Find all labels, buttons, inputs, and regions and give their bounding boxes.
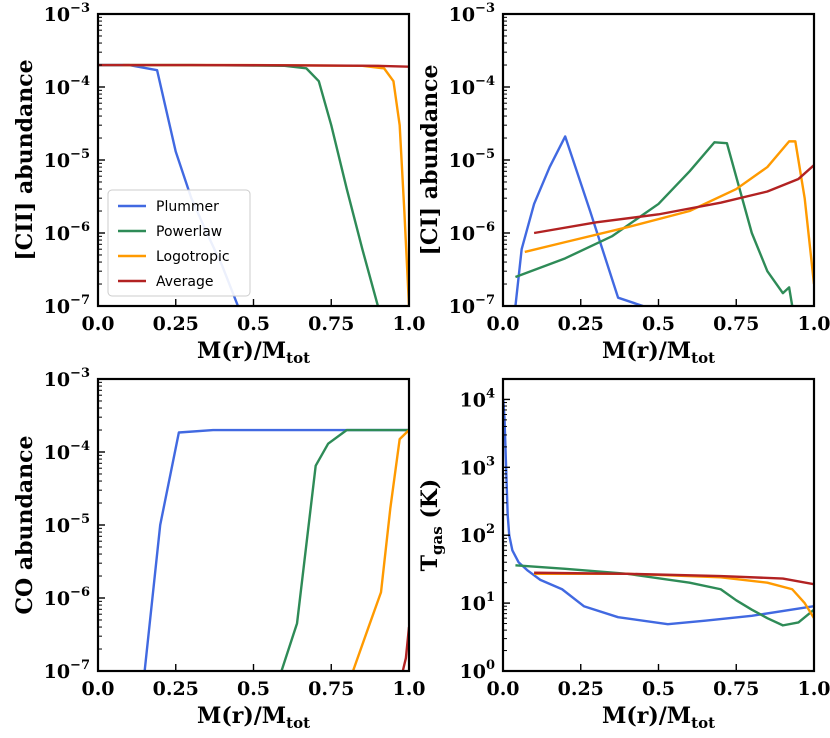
series-powerlaw-tgas xyxy=(515,564,814,627)
y-tick-label: 10−7 xyxy=(449,293,495,318)
series-average-tgas xyxy=(534,571,814,586)
x-axis-label: M(r)/Mtot xyxy=(602,338,715,367)
series-logotropic-ci xyxy=(524,140,814,285)
y-tick-label: 10−6 xyxy=(44,220,90,245)
x-tick-label: 0.75 xyxy=(308,678,354,700)
x-axis-label: M(r)/Mtot xyxy=(197,338,310,367)
y-tick-label: 10−6 xyxy=(44,585,90,610)
y-tick-label: 10−3 xyxy=(44,1,90,26)
y-axis-label: CO abundance xyxy=(12,436,38,615)
x-tick-label: 0.75 xyxy=(713,313,759,335)
y-tick-label: 10−4 xyxy=(44,439,90,464)
x-tick-label: 0.5 xyxy=(642,313,675,335)
legend-label: Logotropic xyxy=(156,249,230,265)
series-average-ci xyxy=(533,164,814,235)
y-tick-label: 101 xyxy=(460,590,496,615)
x-axis-label: M(r)/Mtot xyxy=(602,703,715,732)
series-plummer-tgas xyxy=(503,399,814,626)
y-tick-label: 10−7 xyxy=(44,658,90,683)
x-tick-label: 0.5 xyxy=(237,678,270,700)
x-tick-label: 0.0 xyxy=(81,678,114,700)
y-tick-label: 10−4 xyxy=(449,74,495,99)
x-axis-label: M(r)/Mtot xyxy=(197,703,310,732)
series-plummer-co xyxy=(143,428,409,671)
axes-frame xyxy=(96,377,411,673)
panel-cii: 10−3 10−4 10−5 10−6 10−70.0 0.25 0.5 0.75 1.0 M(r… xyxy=(12,1,426,367)
x-tick-label: 0.75 xyxy=(308,313,354,335)
y-tick-label: 10−5 xyxy=(44,147,90,172)
x-tick-label: 1.0 xyxy=(392,678,425,700)
x-tick-label: 1.0 xyxy=(797,313,830,335)
x-tick-label: 0.25 xyxy=(153,313,199,335)
x-tick-label: 0.25 xyxy=(153,678,199,700)
panel-co: 10−3 10−4 10−5 10−6 10−70.0 0.25 0.5 0.75 1.0 M(r… xyxy=(12,366,426,732)
series-logotropic-co xyxy=(351,429,409,671)
legend: Plummer Powerlaw Logotropic Average xyxy=(107,189,251,297)
y-tick-label: 10−7 xyxy=(44,293,90,318)
series-powerlaw-co xyxy=(280,428,409,671)
y-tick-label: 104 xyxy=(460,386,496,411)
legend-label: Average xyxy=(156,274,214,290)
x-tick-label: 0.0 xyxy=(486,313,519,335)
axes-frame xyxy=(501,12,816,308)
panel-ci: 10−3 10−4 10−5 10−6 10−70.0 0.25 0.5 0.75 1.0 M(r… xyxy=(417,1,830,367)
x-tick-label: 0.25 xyxy=(558,313,604,335)
y-tick-label: 102 xyxy=(460,522,496,547)
x-tick-label: 0.0 xyxy=(81,313,114,335)
series-powerlaw-ci xyxy=(515,141,794,306)
axes-frame xyxy=(96,12,411,308)
y-tick-label: 103 xyxy=(460,454,496,479)
x-tick-label: 1.0 xyxy=(392,313,425,335)
series-average-cii xyxy=(98,63,409,68)
x-tick-label: 0.75 xyxy=(713,678,759,700)
y-tick-label: 10−5 xyxy=(44,512,90,537)
y-axis-label: [CI] abundance xyxy=(417,65,443,256)
y-tick-label: 10−3 xyxy=(44,366,90,391)
series-plummer-ci xyxy=(514,135,644,306)
y-tick-label: 10−4 xyxy=(44,74,90,99)
y-axis-label: Tgas (K) xyxy=(417,479,446,572)
y-tick-label: 100 xyxy=(460,658,496,683)
y-axis-label: [CII] abundance xyxy=(12,59,38,260)
x-tick-label: 0.5 xyxy=(642,678,675,700)
legend-label: Plummer xyxy=(156,199,219,215)
y-tick-label: 10−3 xyxy=(449,1,495,26)
x-tick-label: 0.0 xyxy=(486,678,519,700)
axes-frame xyxy=(501,377,816,673)
legend-box xyxy=(107,189,251,297)
x-tick-label: 0.5 xyxy=(237,313,270,335)
y-tick-label: 10−6 xyxy=(449,220,495,245)
legend-label: Powerlaw xyxy=(156,224,222,240)
y-tick-label: 10−5 xyxy=(449,147,495,172)
x-tick-label: 0.25 xyxy=(558,678,604,700)
x-tick-label: 1.0 xyxy=(797,678,830,700)
